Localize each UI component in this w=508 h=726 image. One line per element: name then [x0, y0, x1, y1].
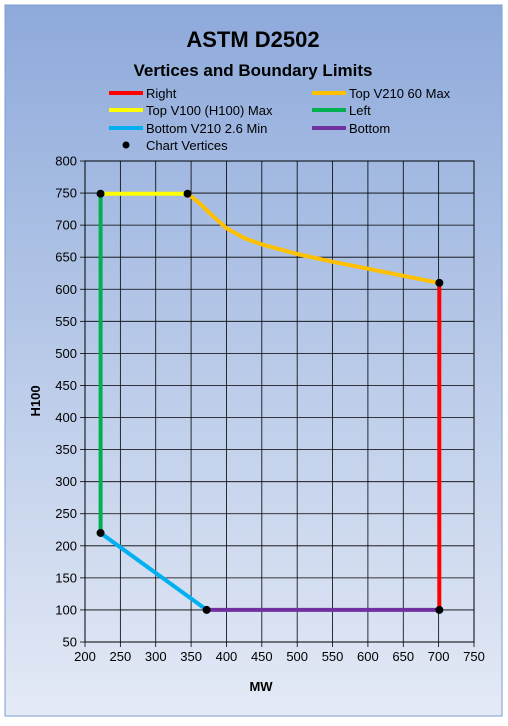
y-tick-label: 800: [55, 154, 77, 169]
y-tick-label: 400: [55, 410, 77, 425]
y-tick-label: 50: [63, 635, 77, 650]
y-tick-label: 250: [55, 506, 77, 521]
legend-label: Right: [146, 86, 177, 101]
x-tick-label: 650: [392, 649, 414, 664]
vertex-layer: [96, 189, 444, 614]
y-tick-label: 550: [55, 314, 77, 329]
series-layer: [98, 191, 442, 612]
legend: Right Top V210 60 Max Top V100 (H100) Max L…: [109, 86, 451, 153]
legend-label: Bottom: [349, 121, 390, 136]
x-tick-label: 700: [428, 649, 450, 664]
legend-label: Chart Vertices: [146, 138, 228, 153]
y-tick-label: 600: [55, 282, 77, 297]
y-tick-label: 750: [55, 186, 77, 201]
axes: 200 250 300 350 400 450 500 550 600 650 700 750 50 10…: [55, 154, 485, 665]
x-tick-label: 600: [357, 649, 379, 664]
y-tick-label: 200: [55, 538, 77, 553]
legend-label: Top V100 (H100) Max: [146, 103, 273, 118]
x-tick-label: 400: [216, 649, 238, 664]
legend-marker: [122, 141, 130, 149]
series-line-5: [98, 531, 209, 612]
y-tick-label: 450: [55, 378, 77, 393]
legend-label: Left: [349, 103, 371, 118]
vertex-point: [96, 189, 105, 198]
y-tick-label: 150: [55, 570, 77, 585]
y-tick-label: 350: [55, 442, 77, 457]
legend-label: Bottom V210 2.6 Min: [146, 121, 267, 136]
chart-title: ASTM D2502: [186, 27, 319, 52]
x-tick-label: 350: [180, 649, 202, 664]
vertex-point: [435, 278, 444, 287]
series-line-2: [185, 191, 442, 285]
x-tick-label: 750: [463, 649, 485, 664]
y-tick-label: 700: [55, 218, 77, 233]
y-tick-label: 300: [55, 474, 77, 489]
x-tick-label: 550: [322, 649, 344, 664]
y-tick-label: 100: [55, 602, 77, 617]
vertex-point: [183, 189, 192, 198]
x-tick-label: 500: [286, 649, 308, 664]
x-axis-label: MW: [249, 679, 273, 694]
y-tick-label: 500: [55, 346, 77, 361]
vertex-point: [435, 605, 444, 614]
vertex-point: [202, 605, 211, 614]
legend-label: Top V210 60 Max: [349, 86, 451, 101]
x-tick-label: 250: [110, 649, 132, 664]
chart-background: [4, 4, 503, 717]
x-tick-label: 450: [251, 649, 273, 664]
y-axis-label: H100: [28, 385, 43, 416]
vertex-point: [96, 528, 105, 537]
x-tick-label: 200: [74, 649, 96, 664]
x-tick-label: 300: [145, 649, 167, 664]
y-tick-label: 650: [55, 250, 77, 265]
chart-subtitle: Vertices and Boundary Limits: [133, 61, 372, 80]
